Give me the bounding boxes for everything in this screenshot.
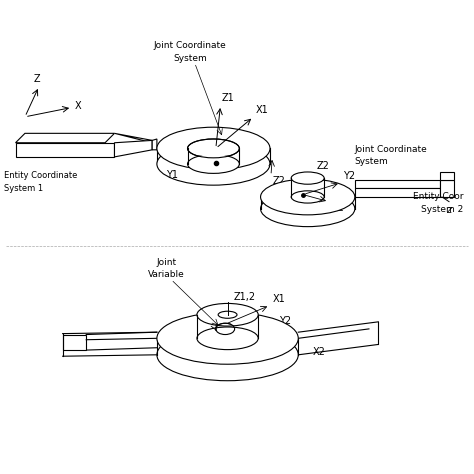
Text: Z1: Z1 [222, 93, 235, 103]
Ellipse shape [188, 139, 239, 158]
Ellipse shape [190, 140, 237, 157]
Ellipse shape [157, 312, 298, 364]
Ellipse shape [157, 143, 270, 185]
Text: Z2: Z2 [316, 161, 329, 171]
Text: Joint Coordinate
System: Joint Coordinate System [355, 145, 428, 166]
Text: Y2: Y2 [279, 316, 292, 326]
Ellipse shape [197, 327, 258, 350]
Ellipse shape [157, 329, 298, 381]
Polygon shape [439, 180, 454, 197]
Text: X2: X2 [312, 347, 325, 357]
Polygon shape [16, 143, 115, 157]
Ellipse shape [291, 172, 324, 184]
Text: Y1: Y1 [166, 170, 178, 180]
Text: Entity Coor
System 2: Entity Coor System 2 [413, 192, 463, 214]
Text: X1: X1 [273, 294, 285, 304]
Text: Y2: Y2 [343, 172, 355, 182]
Ellipse shape [261, 179, 355, 215]
Polygon shape [439, 172, 454, 180]
Polygon shape [355, 188, 439, 197]
Text: Y1: Y1 [181, 325, 193, 335]
Text: Z2: Z2 [273, 176, 285, 186]
Ellipse shape [218, 311, 237, 318]
Ellipse shape [188, 155, 239, 173]
Text: Joint
Variable: Joint Variable [148, 258, 185, 279]
Polygon shape [152, 139, 157, 150]
Text: X1: X1 [256, 105, 269, 116]
Text: Entity Coordinate
System 1: Entity Coordinate System 1 [4, 171, 77, 192]
Polygon shape [355, 180, 439, 188]
Text: X: X [74, 101, 81, 111]
Ellipse shape [291, 191, 324, 203]
Text: Z: Z [34, 74, 40, 84]
Text: Z1,2: Z1,2 [233, 292, 255, 301]
Text: z: z [447, 205, 452, 215]
Polygon shape [63, 335, 86, 350]
Ellipse shape [261, 191, 355, 227]
Polygon shape [115, 140, 152, 157]
Text: Joint Coordinate
System: Joint Coordinate System [154, 41, 226, 63]
Text: X2: X2 [331, 203, 344, 213]
Ellipse shape [157, 127, 270, 170]
Polygon shape [16, 133, 115, 143]
Ellipse shape [197, 303, 258, 326]
Polygon shape [115, 133, 152, 143]
